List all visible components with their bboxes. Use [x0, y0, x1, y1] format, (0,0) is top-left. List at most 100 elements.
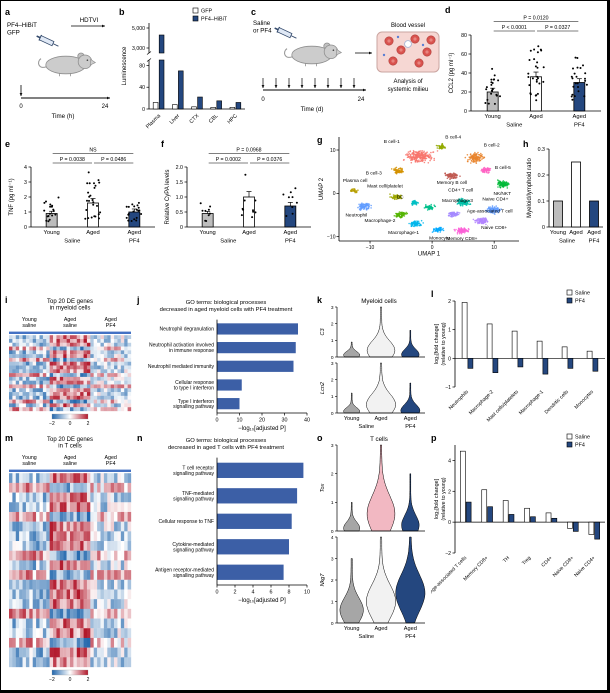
- svg-text:signalling pathway: signalling pathway: [173, 573, 214, 579]
- svg-text:−1: −1: [445, 385, 451, 391]
- panel-letter-p: p: [431, 433, 437, 443]
- svg-text:0.5: 0.5: [176, 210, 183, 216]
- svg-text:in immune response: in immune response: [169, 348, 214, 354]
- svg-text:Myeloid cells: Myeloid cells: [361, 298, 396, 305]
- svg-text:Monocytes: Monocytes: [574, 389, 596, 411]
- injection-label-line1: PF4–HiBiT: [7, 22, 37, 29]
- svg-text:8: 8: [288, 590, 291, 596]
- svg-text:Aged: Aged: [404, 626, 417, 632]
- svg-text:Naive CD8+: Naive CD8+: [552, 555, 575, 578]
- svg-text:20: 20: [259, 418, 265, 424]
- svg-text:0.2: 0.2: [538, 173, 545, 179]
- svg-text:Myeloid/lymphoid ratio: Myeloid/lymphoid ratio: [527, 157, 533, 217]
- svg-text:Aged: Aged: [573, 114, 587, 120]
- svg-text:CTX: CTX: [189, 113, 201, 125]
- white-blood-cell-icon: [404, 40, 412, 48]
- svg-text:in myeloid cells: in myeloid cells: [50, 306, 91, 312]
- time-end: 24: [358, 97, 365, 103]
- svg-text:Young: Young: [485, 114, 501, 120]
- time-start: 0: [261, 97, 265, 103]
- svg-text:PF4: PF4: [405, 634, 415, 640]
- panel-letter-b: b: [119, 7, 125, 17]
- svg-text:Young: Young: [344, 416, 360, 422]
- svg-text:Aged: Aged: [374, 416, 387, 422]
- panel-a-schematic: a PF4–HiBiT GFP HDTVI 0 24 Time (h): [5, 7, 110, 120]
- svg-text:Aged: Aged: [242, 230, 256, 236]
- svg-text:P = 0.0327: P = 0.0327: [545, 25, 570, 31]
- svg-text:PF4: PF4: [589, 239, 600, 245]
- svg-text:−2: −2: [49, 421, 55, 427]
- svg-text:C3: C3: [320, 328, 326, 336]
- svg-text:−log₁₀[adjusted P]: −log₁₀[adjusted P]: [238, 598, 286, 604]
- bar-chart-svg: 0 0.5 1.0 1.5 2.0 Relative CyPA levels Young Ag…: [165, 148, 311, 245]
- svg-text:2: 2: [331, 321, 334, 327]
- svg-text:Top 20 DE genes: Top 20 DE genes: [47, 437, 93, 443]
- svg-text:Cytokine-mediated: Cytokine-mediated: [172, 542, 214, 548]
- svg-text:0: 0: [542, 225, 545, 231]
- panel-j-chart: GO terms: biological processes decreased …: [137, 295, 315, 433]
- svg-text:Neutrophil mediated immunity: Neutrophil mediated immunity: [148, 364, 215, 370]
- panel-d: d 0 20 40 60 80 CCL2 (pg ml⁻¹) Young Aged Aged Sa…: [445, 5, 605, 135]
- go-terms-chart-svg: GO terms: biological processesdecreased …: [148, 300, 310, 432]
- svg-text:20: 20: [461, 90, 467, 96]
- svg-text:P < 0.0001: P < 0.0001: [502, 25, 527, 31]
- svg-text:Cellular response to TNF: Cellular response to TNF: [159, 519, 215, 525]
- svg-text:Macrophage-2: Macrophage-2: [468, 389, 495, 416]
- svg-text:0.3: 0.3: [538, 147, 545, 153]
- svg-text:10: 10: [304, 590, 310, 596]
- svg-text:Saline: Saline: [359, 424, 375, 430]
- svg-text:Neutrophil degranulation: Neutrophil degranulation: [160, 327, 215, 333]
- svg-text:1: 1: [24, 210, 27, 216]
- svg-text:0: 0: [464, 109, 467, 115]
- svg-text:40: 40: [461, 71, 467, 77]
- time-axis-label: Time (d): [301, 106, 324, 113]
- svg-text:Aged: Aged: [374, 626, 387, 632]
- panel-c-art: [261, 26, 440, 92]
- svg-text:Treg: Treg: [521, 555, 533, 567]
- svg-text:Aged: Aged: [284, 230, 298, 236]
- svg-text:CBL: CBL: [208, 113, 220, 125]
- svg-text:signalling pathway: signalling pathway: [173, 496, 214, 502]
- svg-text:B cell-5: B cell-5: [495, 165, 511, 171]
- svg-text:HPC: HPC: [227, 113, 239, 125]
- svg-text:PF4–HiBiT: PF4–HiBiT: [201, 17, 228, 23]
- svg-text:2: 2: [234, 590, 237, 596]
- svg-text:PF4: PF4: [129, 239, 140, 245]
- svg-text:signalling pathway: signalling pathway: [173, 404, 214, 410]
- svg-text:0: 0: [331, 621, 334, 627]
- svg-text:Luminescence: Luminescence: [122, 46, 128, 85]
- svg-text:Age-associated T cells: Age-associated T cells: [431, 555, 468, 595]
- panel-a-art: [19, 24, 110, 100]
- svg-text:2: 2: [331, 471, 334, 477]
- svg-text:saline: saline: [63, 461, 77, 467]
- svg-text:0.1: 0.1: [538, 199, 545, 205]
- svg-text:0: 0: [331, 529, 334, 535]
- svg-text:Relative CyPA levels: Relative CyPA levels: [165, 170, 171, 225]
- panel-letter-a: a: [5, 7, 11, 17]
- svg-text:10: 10: [330, 148, 336, 154]
- svg-text:GO terms: biological processes: GO terms: biological processes: [186, 438, 267, 444]
- svg-text:2: 2: [448, 299, 451, 305]
- svg-text:Memory CD8+: Memory CD8+: [446, 236, 477, 242]
- grouped-bar-chart-svg: −1 0 1 2 log₂[fold change] (relative to young…: [434, 289, 605, 423]
- svg-text:1.5: 1.5: [176, 180, 183, 186]
- svg-text:NS: NS: [89, 148, 97, 154]
- panel-o-violins: T cells 0 1 2 3 Tox 0 1 2 3 4 Nkg7 Young Aged Aged Sali…: [317, 433, 429, 643]
- svg-text:Plasma: Plasma: [145, 113, 162, 130]
- platelet-icon: [396, 35, 400, 39]
- svg-text:P = 0.0486: P = 0.0486: [101, 157, 126, 163]
- svg-text:saline: saline: [22, 323, 36, 329]
- svg-text:Top 20 DE genes: Top 20 DE genes: [47, 299, 93, 305]
- time-axis-label: Time (h): [52, 113, 75, 120]
- svg-text:decreased in aged T cells with: decreased in aged T cells with PF4 treat…: [168, 445, 284, 451]
- svg-text:B cell-3: B cell-3: [366, 170, 382, 176]
- svg-text:1: 1: [448, 328, 451, 334]
- umap-plot-svg: −10 0 10 −10 0 10 UMAP 1 UMAP 2 B cell-1 B cell-2…: [319, 135, 519, 258]
- panel-e: e 0 1 2 3 4 TNF (pg ml⁻¹) Young Aged Aged Saline P…: [5, 139, 159, 251]
- svg-text:Saline: Saline: [359, 634, 375, 640]
- svg-text:Age-associated T cell: Age-associated T cell: [467, 208, 513, 214]
- svg-text:2: 2: [87, 677, 90, 683]
- svg-text:Neutrophil activation involved: Neutrophil activation involved: [149, 343, 214, 349]
